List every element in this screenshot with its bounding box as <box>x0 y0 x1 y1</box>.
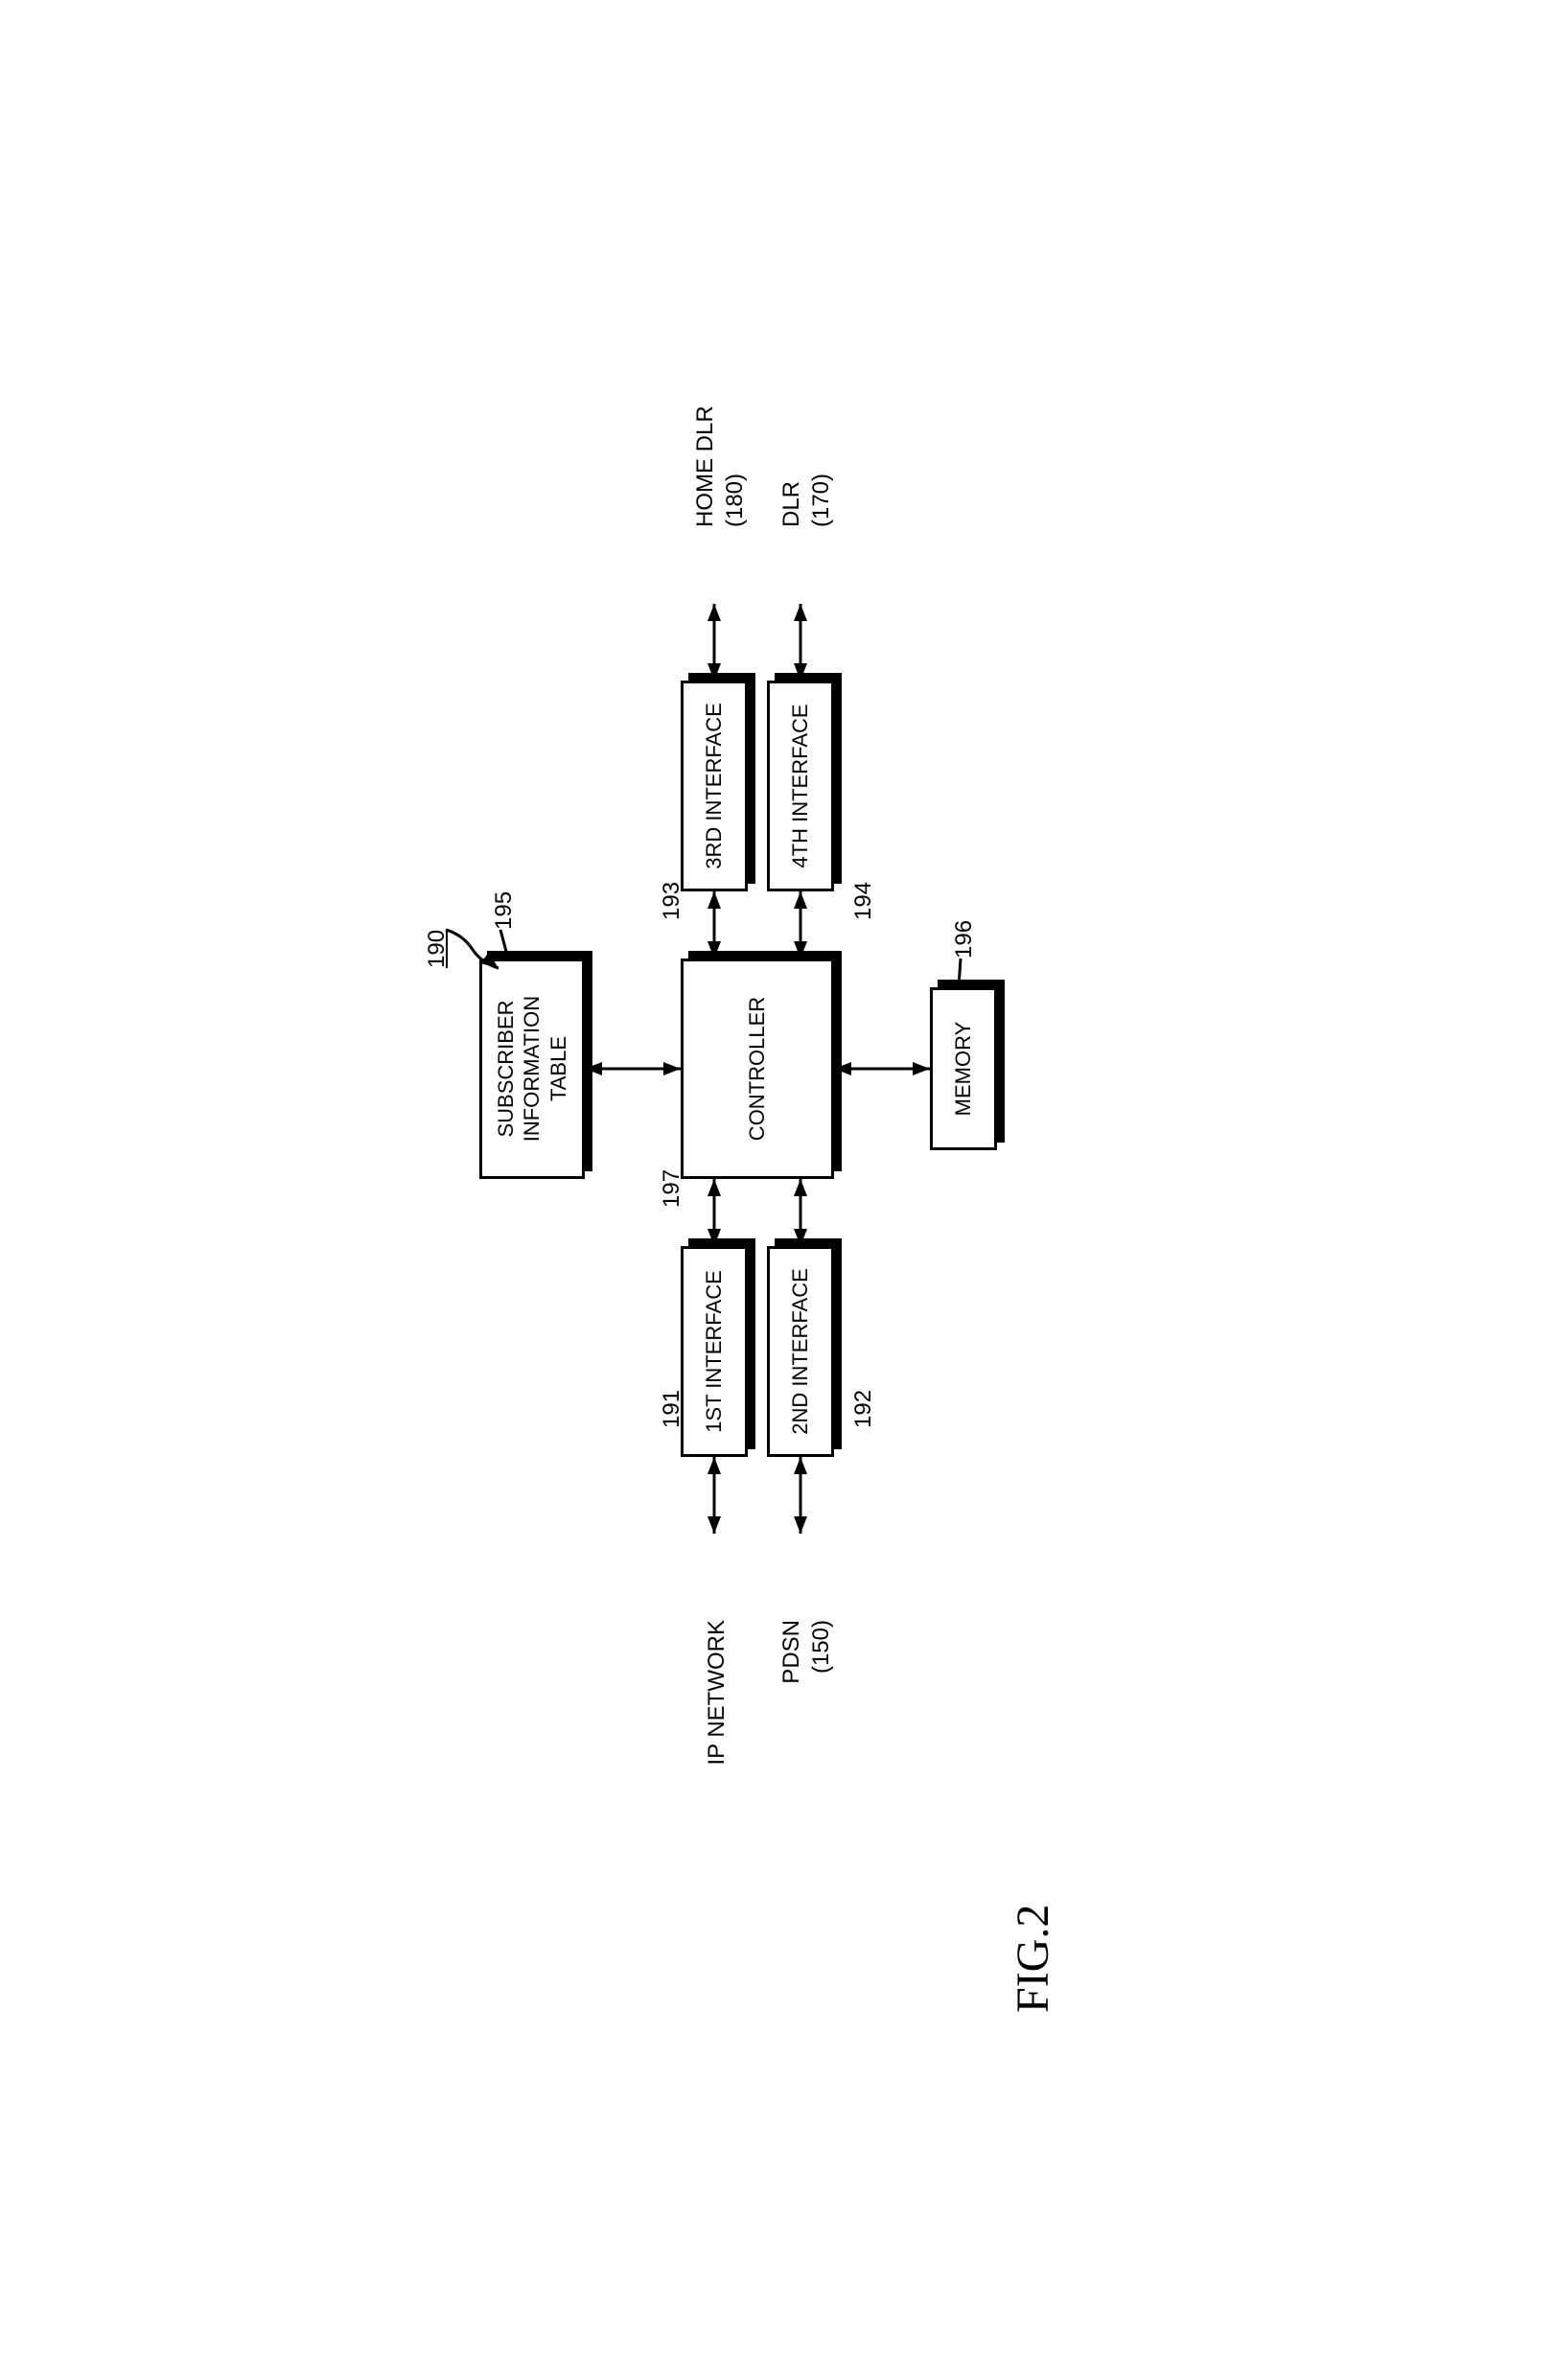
connectors <box>479 527 1074 1582</box>
page: SUBSCRIBER INFORMATION TABLECONTROLLERME… <box>0 0 1554 2380</box>
figure-caption: FIG.2 <box>1007 1905 1059 2013</box>
external-dlr: DLR (170) <box>777 474 836 527</box>
ref-main-190: 190 <box>422 930 452 968</box>
external-pdsn: PDSN (150) <box>777 1620 836 1684</box>
diagram-190: SUBSCRIBER INFORMATION TABLECONTROLLERME… <box>479 527 1074 1582</box>
external-ip: IP NETWORK <box>702 1620 731 1766</box>
external-hdlr: HOME DLR (180) <box>690 405 750 527</box>
